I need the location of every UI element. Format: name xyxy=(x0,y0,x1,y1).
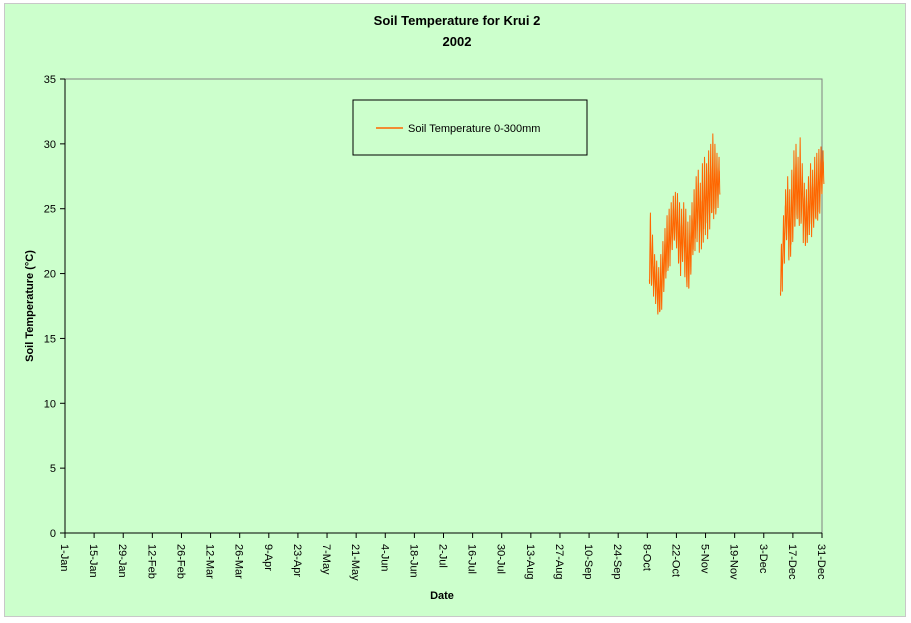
chart-title: Soil Temperature for Krui 2 xyxy=(374,13,541,28)
series-line-segment-2 xyxy=(779,137,825,296)
x-tick-label: 26-Feb xyxy=(174,544,186,579)
x-tick-label: 15-Jan xyxy=(87,544,99,578)
y-tick-label: 35 xyxy=(44,74,56,86)
y-tick-label: 5 xyxy=(50,463,56,475)
chart-area: Soil Temperature for Krui 2 2002 0 5 10 15 2… xyxy=(4,3,906,617)
x-tick-label: 16-Jul xyxy=(466,544,478,574)
chart-svg: Soil Temperature for Krui 2 2002 0 5 10 15 2… xyxy=(24,13,827,602)
y-axis: 0 5 10 15 20 25 30 35 xyxy=(44,74,66,540)
x-tick-label: 18-Jun xyxy=(407,544,419,578)
x-tick-label: 29-Jan xyxy=(116,544,128,578)
x-tick-label: 27-Aug xyxy=(553,544,565,579)
x-tick-label: 19-Nov xyxy=(728,544,740,580)
x-tick-label: 9-Apr xyxy=(262,544,274,571)
x-tick-label: 12-Mar xyxy=(204,544,216,579)
y-tick-label: 25 xyxy=(44,204,56,216)
x-tick-label: 13-Aug xyxy=(524,544,536,579)
legend: Soil Temperature 0-300mm xyxy=(352,99,588,156)
y-tick-label: 20 xyxy=(44,269,56,281)
y-tick-label: 0 xyxy=(50,528,56,540)
series-line-segment-1 xyxy=(648,133,721,315)
y-tick-label: 10 xyxy=(44,398,56,410)
x-tick-label: 31-Dec xyxy=(815,544,827,580)
x-tick-label: 12-Feb xyxy=(145,544,157,579)
x-tick-label: 8-Oct xyxy=(640,544,652,571)
x-tick-label: 30-Jul xyxy=(495,544,507,574)
x-tick-label: 2-Jul xyxy=(437,544,449,568)
x-tick-label: 22-Oct xyxy=(669,544,681,577)
series-layer xyxy=(648,133,825,315)
y-axis-title: Soil Temperature (°C) xyxy=(24,250,36,362)
x-axis-title: Date xyxy=(430,590,454,602)
x-tick-label: 3-Dec xyxy=(757,544,769,574)
y-tick-label: 30 xyxy=(44,139,56,151)
x-axis: 1-Jan 15-Jan 29-Jan 12-Feb 26-Feb 12-Mar 26-Ma… xyxy=(58,532,827,581)
x-tick-label: 1-Jan xyxy=(58,544,70,572)
x-tick-label: 17-Dec xyxy=(786,544,798,580)
x-tick-label: 7-May xyxy=(320,544,332,575)
x-tick-label: 24-Sep xyxy=(611,544,623,579)
legend-label: Soil Temperature 0-300mm xyxy=(408,123,540,135)
y-tick-label: 15 xyxy=(44,333,56,345)
x-tick-label: 26-Mar xyxy=(233,544,245,579)
x-tick-label: 5-Nov xyxy=(699,544,711,574)
x-tick-label: 4-Jun xyxy=(378,544,390,572)
chart-subtitle: 2002 xyxy=(443,34,472,49)
x-tick-label: 23-Apr xyxy=(291,544,303,577)
x-tick-label: 21-May xyxy=(349,544,361,581)
x-tick-label: 10-Sep xyxy=(582,544,594,579)
